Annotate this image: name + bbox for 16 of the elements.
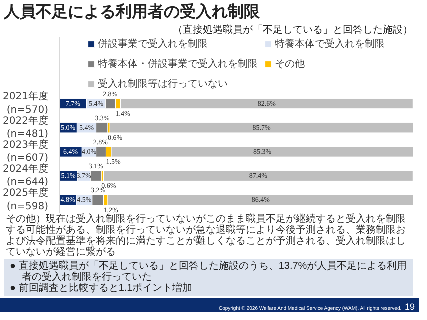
y-tick-label: 2021年度 (n=570): [3, 90, 49, 116]
legend-label: その他: [275, 58, 305, 71]
y-tick-label: 2024年度 (n=644): [3, 163, 49, 188]
text: 19: [404, 302, 415, 312]
legend-label: 受入れ制限等は行っていない: [98, 78, 228, 91]
y-tick-label: 2023年度 (n=607): [3, 138, 49, 164]
text: ● 直接処遇職員が「不足している」と回答した施設のうち、13.7%が人員不足による利用者の受入れ制限を行っていた: [10, 261, 408, 283]
text: ● 前回調査と比較すると1.1ポイント増加: [10, 283, 194, 294]
legend-label: 特養本体で受入れを制限: [275, 38, 385, 51]
legend-label: 併設事業で受入れを制限: [98, 38, 208, 51]
text: その他）現在は受入れ制限を行っていないがこのまま職員不足が継続すると受入れを制限する可能性がある、制限を行っていないが急な退職等により今後予測される、業務制限および法令配置基準を将来的に満たすことが難しくなることが予測される、受入れ制限はしていないが経営に繋がる: [5, 214, 407, 258]
chart-title: 人員不足による利用者の受入れ制限: [4, 4, 260, 21]
chart-subtitle: （直接処遇職員が「不足している」と回答した施設）: [172, 24, 413, 36]
y-tick-label: 2025年度 (n=598): [3, 187, 49, 212]
y-tick-label: 2022年度 (n=481): [3, 114, 49, 140]
legend-label: 特養本体・併設事業で受入れを制限: [98, 58, 258, 71]
